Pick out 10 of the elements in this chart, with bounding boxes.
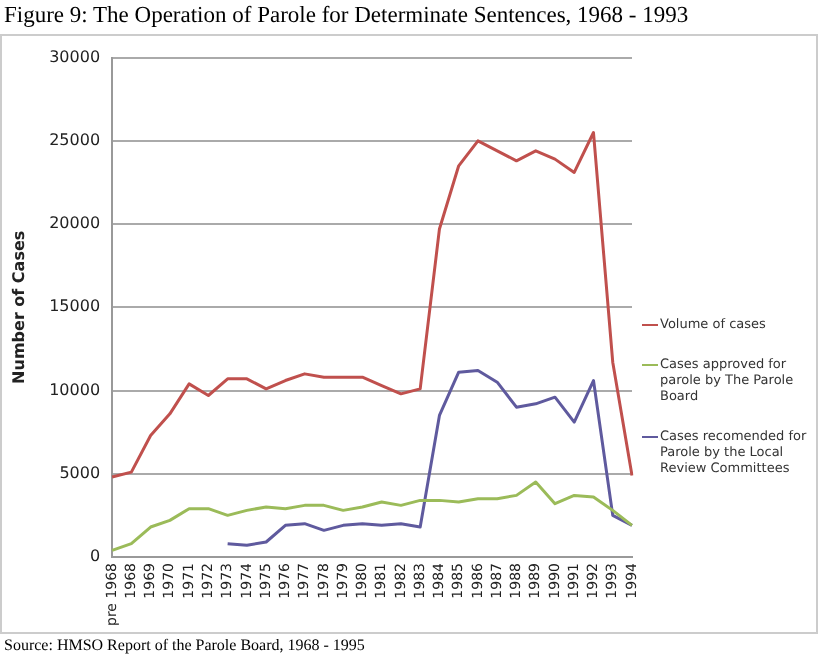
y-tick-label: 15000 [49,297,101,316]
source-note: Source: HMSO Report of the Parole Board, 1968 - 1995 [4,636,365,656]
y-tick-label: 25000 [49,130,101,149]
y-tick-label: 30000 [49,47,101,66]
chart-title: Figure 9: The Operation of Parole for Determinate Sentences, 1968 - 1993 [4,4,689,28]
y-tick-label: 10000 [49,380,101,399]
y-axis-title: Number of Cases [9,230,28,384]
y-tick-label: 5000 [59,463,101,482]
y-tick-label: 0 [89,547,101,566]
y-tick-label: 20000 [49,214,101,233]
